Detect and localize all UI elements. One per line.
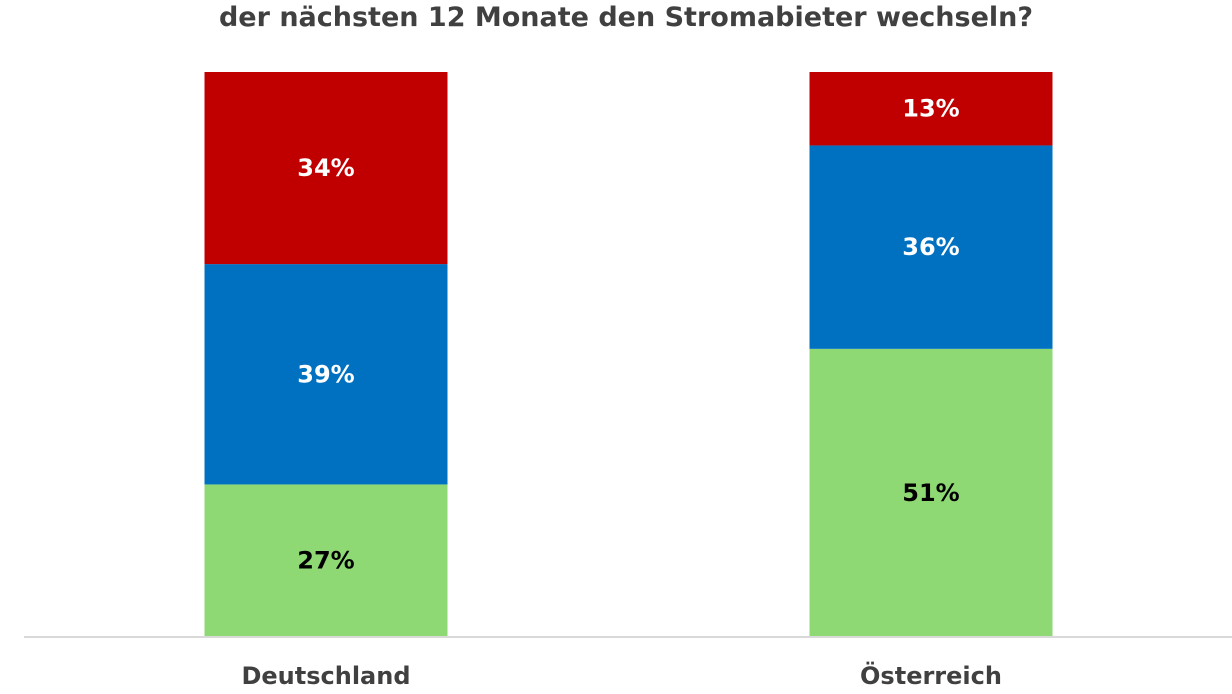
bar-segment-3-deutschland bbox=[204, 72, 448, 265]
bars-group bbox=[204, 72, 1053, 637]
chart-title: der nächsten 12 Monate den Stromabieter … bbox=[219, 2, 1033, 33]
bar-segment-2-deutschland bbox=[204, 264, 448, 485]
bar-segment-1-österreich bbox=[809, 348, 1053, 637]
bar-segment-2-österreich bbox=[809, 145, 1053, 349]
bar-segment-1-deutschland bbox=[204, 484, 448, 637]
data-label-3-deutschland: 34% bbox=[297, 154, 354, 182]
category-label-österreich: Österreich bbox=[860, 660, 1002, 690]
data-label-2-deutschland: 39% bbox=[297, 360, 354, 388]
data-label-3-österreich: 13% bbox=[902, 95, 959, 123]
data-label-2-österreich: 36% bbox=[902, 233, 959, 261]
category-labels-group: Deutschland Österreich bbox=[241, 660, 1001, 690]
bar-segment-3-österreich bbox=[809, 72, 1053, 146]
category-label-deutschland: Deutschland bbox=[241, 662, 410, 690]
data-label-1-deutschland: 27% bbox=[297, 547, 354, 575]
data-labels-group: 27% 39% 34% 51% 36% 13% bbox=[297, 95, 959, 575]
data-label-1-österreich: 51% bbox=[902, 479, 959, 507]
